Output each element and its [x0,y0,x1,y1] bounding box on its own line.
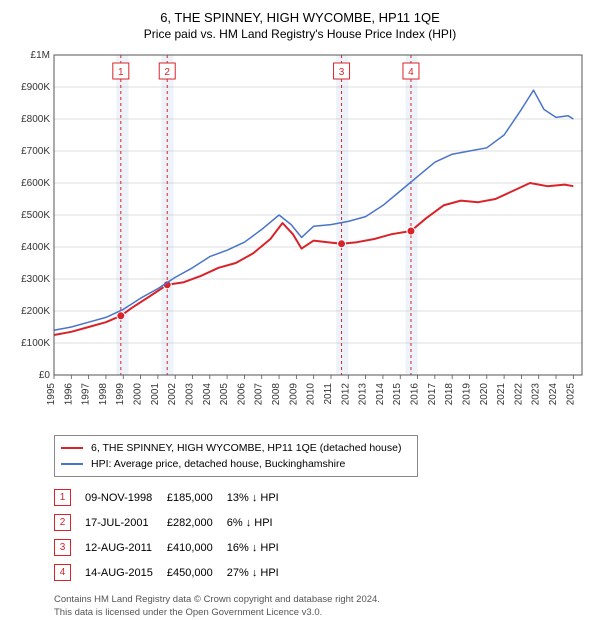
page: 6, THE SPINNEY, HIGH WYCOMBE, HP11 1QE P… [0,0,600,620]
svg-text:£600K: £600K [21,178,50,189]
svg-text:1998: 1998 [98,383,109,406]
svg-text:£800K: £800K [21,114,50,125]
svg-text:2025: 2025 [565,383,576,406]
svg-text:2000: 2000 [133,383,144,406]
svg-text:4: 4 [408,67,414,78]
legend-swatch [61,463,83,465]
svg-text:2016: 2016 [410,383,421,406]
svg-text:£500K: £500K [21,210,50,221]
event-date: 09-NOV-1998 [85,485,167,510]
svg-text:2007: 2007 [254,383,265,406]
svg-text:2017: 2017 [427,383,438,406]
page-subtitle: Price paid vs. HM Land Registry's House … [10,27,590,41]
svg-text:2005: 2005 [219,383,230,406]
event-row: 2 17-JUL-2001£282,0006% ↓ HPI [54,510,293,535]
svg-text:£0: £0 [39,370,51,381]
svg-text:2003: 2003 [184,383,195,406]
svg-text:2021: 2021 [496,383,507,406]
event-delta: 13% ↓ HPI [227,485,293,510]
footer: Contains HM Land Registry data © Crown c… [54,593,590,619]
svg-text:2010: 2010 [306,383,317,406]
svg-text:2018: 2018 [444,383,455,406]
legend-label: HPI: Average price, detached house, Buck… [91,456,345,472]
event-delta: 27% ↓ HPI [227,560,293,585]
legend-swatch [61,447,83,449]
svg-text:2009: 2009 [288,383,299,406]
legend-row: 6, THE SPINNEY, HIGH WYCOMBE, HP11 1QE (… [61,440,411,456]
svg-text:1997: 1997 [81,383,92,406]
svg-text:2013: 2013 [358,383,369,406]
svg-text:2011: 2011 [323,383,334,405]
svg-text:2001: 2001 [150,383,161,406]
legend-label: 6, THE SPINNEY, HIGH WYCOMBE, HP11 1QE (… [91,440,401,456]
event-table: 1 09-NOV-1998£185,00013% ↓ HPI 2 17-JUL-200… [54,485,293,585]
event-delta: 6% ↓ HPI [227,510,293,535]
svg-text:£900K: £900K [21,82,50,93]
svg-text:2023: 2023 [531,383,542,406]
event-row: 3 12-AUG-2011£410,00016% ↓ HPI [54,535,293,560]
event-badge: 4 [54,564,71,581]
chart: £0 £100K £200K £300K £400K £500K £600K £700K £80… [10,47,590,427]
svg-text:2004: 2004 [202,383,213,406]
event-price: £450,000 [167,560,227,585]
svg-text:£400K: £400K [21,242,50,253]
svg-text:£100K: £100K [21,338,50,349]
event-price: £185,000 [167,485,227,510]
event-badge: 1 [54,489,71,506]
svg-text:£700K: £700K [21,146,50,157]
svg-text:2020: 2020 [479,383,490,406]
svg-text:2008: 2008 [271,383,282,406]
event-row: 1 09-NOV-1998£185,00013% ↓ HPI [54,485,293,510]
legend-row: HPI: Average price, detached house, Buck… [61,456,411,472]
footer-line: This data is licensed under the Open Gov… [54,606,590,619]
event-date: 12-AUG-2011 [85,535,167,560]
event-date: 14-AUG-2015 [85,560,167,585]
svg-text:2019: 2019 [461,383,472,406]
event-row: 4 14-AUG-2015£450,00027% ↓ HPI [54,560,293,585]
svg-text:1995: 1995 [46,383,57,406]
svg-text:2022: 2022 [513,383,524,406]
event-delta: 16% ↓ HPI [227,535,293,560]
svg-text:1999: 1999 [115,383,126,406]
svg-text:1: 1 [118,67,124,78]
svg-text:2: 2 [164,67,170,78]
svg-text:3: 3 [339,67,345,78]
svg-text:2006: 2006 [236,383,247,406]
svg-text:1996: 1996 [63,383,74,406]
svg-text:2015: 2015 [392,383,403,406]
event-date: 17-JUL-2001 [85,510,167,535]
svg-text:£200K: £200K [21,306,50,317]
page-title: 6, THE SPINNEY, HIGH WYCOMBE, HP11 1QE [10,10,590,25]
event-badge: 3 [54,539,71,556]
svg-text:2002: 2002 [167,383,178,406]
chart-svg: £0 £100K £200K £300K £400K £500K £600K £700K £80… [10,47,590,427]
legend: 6, THE SPINNEY, HIGH WYCOMBE, HP11 1QE (… [54,435,418,477]
footer-line: Contains HM Land Registry data © Crown c… [54,593,590,606]
svg-text:£300K: £300K [21,274,50,285]
event-price: £410,000 [167,535,227,560]
svg-text:£1M: £1M [31,50,50,61]
event-price: £282,000 [167,510,227,535]
svg-text:2012: 2012 [340,383,351,406]
svg-text:2014: 2014 [375,383,386,406]
event-badge: 2 [54,514,71,531]
svg-text:2024: 2024 [548,383,559,406]
